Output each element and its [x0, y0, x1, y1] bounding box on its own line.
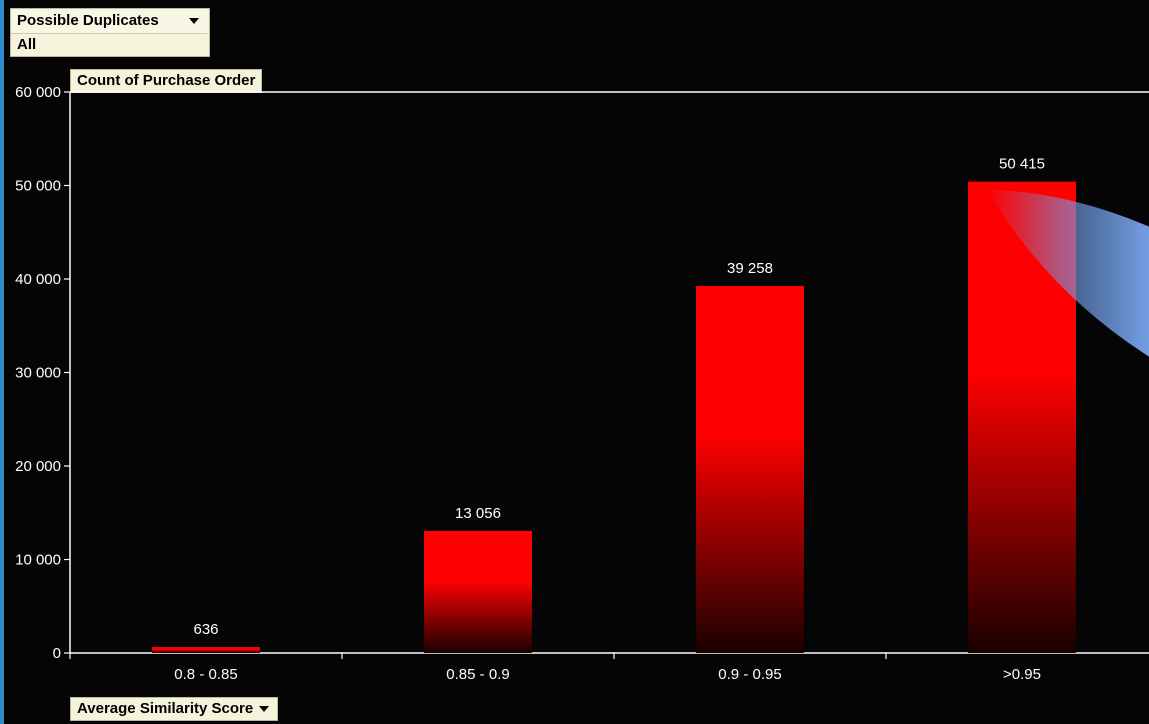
bar: [424, 530, 532, 653]
chevron-down-icon[interactable]: [189, 18, 199, 24]
y-tick-label: 20 000: [15, 458, 61, 475]
highlight-swoosh: [987, 189, 1149, 357]
y-tick-label: 50 000: [15, 178, 61, 195]
page-filter-label: Possible Duplicates: [17, 12, 159, 29]
y-tick-label: 0: [53, 645, 61, 662]
plot-area: 0 10 000 20 000 30 000 40 000 50 000 60 000 636…: [15, 84, 1149, 683]
measure-field-button[interactable]: Count of Purchase Order: [70, 69, 263, 93]
x-tick-label: 0.85 - 0.9: [446, 666, 509, 683]
x-tick-label: >0.95: [1003, 666, 1041, 683]
axis-field-label: Average Similarity Score: [77, 700, 254, 717]
y-tick-label: 10 000: [15, 552, 61, 569]
page-filter-field-button[interactable]: Possible Duplicates: [11, 9, 207, 34]
page-filter-value[interactable]: All: [17, 36, 37, 53]
x-tick-label: 0.8 - 0.85: [174, 666, 237, 683]
bar: [696, 285, 804, 653]
y-tick-label: 40 000: [15, 271, 61, 288]
data-label: 13 056: [455, 505, 501, 522]
data-label: 50 415: [999, 156, 1045, 173]
data-label: 636: [193, 621, 218, 638]
y-tick-label: 60 000: [15, 84, 61, 101]
bar: [152, 647, 260, 653]
x-tick-label: 0.9 - 0.95: [718, 666, 781, 683]
page-filter: Possible Duplicates All: [10, 8, 210, 57]
window-edge-accent: [0, 0, 4, 724]
y-tick-label: 30 000: [15, 365, 61, 382]
axis-field-button[interactable]: Average Similarity Score: [70, 697, 279, 721]
chevron-down-icon[interactable]: [259, 706, 270, 712]
data-label: 39 258: [727, 260, 773, 277]
